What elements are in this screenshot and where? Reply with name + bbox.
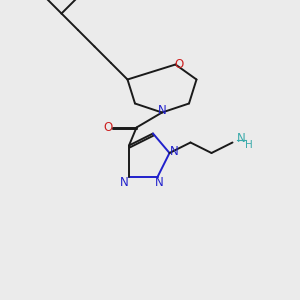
Text: N: N — [236, 131, 245, 145]
Text: N: N — [154, 176, 164, 189]
Text: O: O — [103, 121, 112, 134]
Text: N: N — [120, 176, 129, 189]
Text: N: N — [158, 104, 166, 118]
Text: N: N — [169, 145, 178, 158]
Text: H: H — [245, 140, 253, 150]
Text: O: O — [175, 58, 184, 71]
